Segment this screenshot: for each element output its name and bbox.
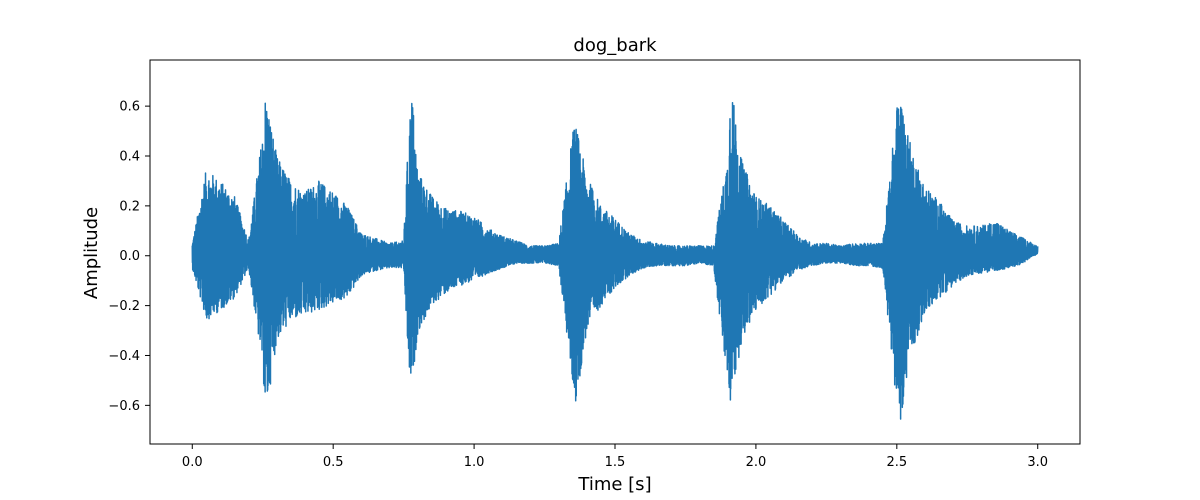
x-tick-label: 1.5: [605, 455, 626, 470]
y-tick-label: 0.4: [119, 150, 140, 165]
x-tick-label: 2.0: [746, 455, 767, 470]
x-axis: 0.0 0.5 1.0 1.5 2.0 2.5 3.0: [182, 444, 1048, 470]
y-tick-label: 0.0: [119, 249, 140, 264]
chart-title: dog_bark: [573, 35, 657, 56]
y-axis: −0.6 −0.4 −0.2 0.0 0.2 0.4 0.6: [108, 100, 150, 414]
waveform-series: [191, 102, 1039, 420]
y-tick-label: −0.6: [108, 399, 140, 414]
waveform-line: [191, 102, 1039, 420]
x-tick-label: 0.0: [182, 455, 203, 470]
x-tick-label: 3.0: [1027, 455, 1048, 470]
x-axis-label: Time [s]: [577, 474, 651, 495]
y-tick-label: −0.4: [108, 349, 140, 364]
y-tick-label: 0.2: [119, 199, 140, 214]
y-tick-label: 0.6: [119, 100, 140, 115]
x-tick-label: 0.5: [323, 455, 344, 470]
y-axis-label: Amplitude: [81, 207, 102, 299]
plot-area: [149, 59, 1081, 445]
x-tick-label: 1.0: [464, 455, 485, 470]
y-tick-label: −0.2: [108, 299, 140, 314]
x-tick-label: 2.5: [886, 455, 907, 470]
